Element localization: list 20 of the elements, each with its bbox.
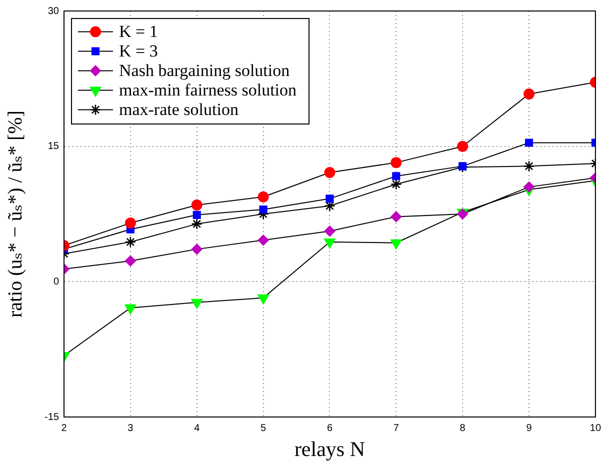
y-tick-label: 30 [48, 6, 60, 17]
legend-label: Nash bargaining solution [119, 61, 290, 80]
legend-label: K = 3 [119, 42, 158, 61]
x-axis-title: relays N [294, 436, 365, 461]
legend-label: K = 1 [119, 22, 158, 42]
y-tick-label: 15 [48, 141, 60, 152]
x-tick-label: 9 [526, 422, 532, 434]
x-tick-label: 4 [194, 422, 200, 434]
x-tick-label: 3 [128, 422, 134, 434]
y-axis-title: ratio (uₛ* − ũₛ*) / ũₛ* [%] [4, 110, 26, 318]
y-tick-label: -15 [44, 412, 60, 423]
x-tick-label: 10 [590, 422, 602, 434]
y-tick-label: 0 [53, 276, 60, 288]
legend-label: max-min fairness solution [119, 80, 298, 100]
x-tick-label: 7 [393, 422, 400, 434]
x-tick-label: 5 [260, 422, 267, 434]
legend-label: max-rate solution [119, 100, 239, 120]
x-tick-label: 8 [460, 422, 466, 434]
x-tick-label: 2 [61, 422, 68, 434]
x-tick-label: 6 [326, 422, 333, 434]
